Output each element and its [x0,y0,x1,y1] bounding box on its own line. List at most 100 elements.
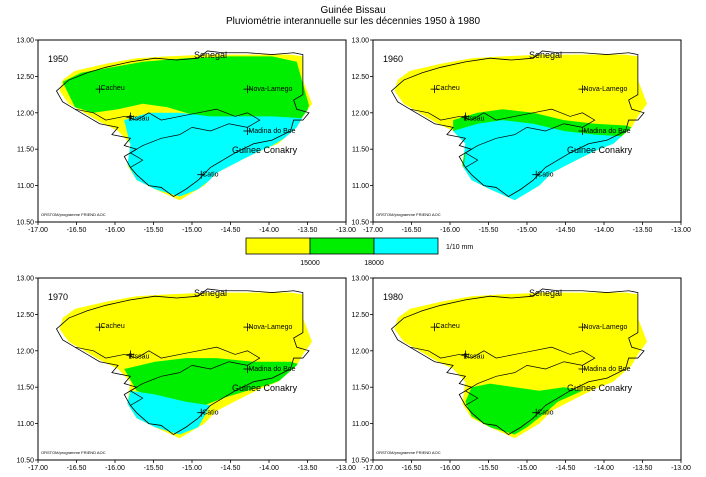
x-tick-label: -13.50 [633,465,653,472]
legend-swatch [245,237,311,255]
zone-cyan [127,390,211,435]
x-tick-label: -15.50 [144,227,164,234]
place-label-nova-lamego: Nova-Lamego [248,324,292,331]
x-tick-label: -16.00 [105,465,125,472]
y-tick-label: 13.00 [16,38,34,45]
coastline [410,109,595,167]
y-tick-label: 10.50 [351,458,369,465]
x-tick-label: -14.00 [594,227,614,234]
panel-year-label: 1980 [383,292,403,302]
y-tick-label: 10.50 [16,220,34,227]
x-tick-label: -14.50 [556,465,576,472]
x-tick-label: -13.00 [671,227,691,234]
place-label-senegal: Senegal [529,50,562,60]
credit-text: ORSTOM/programme FRIEND AOC [376,212,441,217]
y-tick-label: 12.00 [351,110,369,117]
place-label-catio: Catio [202,172,218,179]
legend-swatch [373,237,439,255]
map-panel-1950: -17.00 -16.50 -16.00 -15.50 -15.00 -14.50 -14.… [16,38,356,235]
credit-text: ORSTOM/programme FRIEND AOC [41,212,106,217]
place-label-nova-lamego: Nova-Lamego [583,324,627,331]
y-tick-label: 12.50 [351,74,369,81]
legend: 15000 18000 1/10 mm [245,237,473,267]
place-label-bissau: Bissau [128,115,149,122]
zone-green [62,56,309,128]
x-tick-label: -14.00 [259,227,279,234]
x-tick-label: -14.00 [594,465,614,472]
y-tick-label: 11.00 [352,421,369,428]
country-border [391,51,644,197]
panel-year-label: 1960 [383,54,403,64]
x-tick-label: -15.50 [479,227,499,234]
legend-threshold-label: 18000 [364,260,384,267]
legend-threshold-label: 15000 [300,260,320,267]
y-tick-label: 12.50 [351,312,369,319]
zone-cyan [124,112,303,197]
place-label-madina-do-boe: Madina do Boe [248,128,295,135]
y-tick-label: 10.50 [16,458,34,465]
x-tick-label: -14.50 [221,227,241,234]
x-tick-label: -17.00 [363,227,383,234]
place-label-bissau: Bissau [463,115,484,122]
coastline [75,347,260,405]
x-tick-label: -16.50 [402,227,422,234]
x-tick-label: -17.00 [363,465,383,472]
y-tick-label: 11.50 [352,147,369,154]
x-tick-label: -13.00 [671,465,691,472]
y-tick-label: 11.00 [17,421,34,428]
place-label-cacheu: Cacheu [436,85,460,92]
legend-swatch [309,237,375,255]
x-tick-label: -13.00 [336,465,356,472]
coastline [75,109,260,167]
x-tick-label: -15.50 [479,465,499,472]
y-tick-label: 11.50 [17,385,34,392]
place-label-senegal: Senegal [194,288,227,298]
place-label-nova-lamego: Nova-Lamego [248,86,292,93]
place-label-bissau: Bissau [128,353,149,360]
zone-yellow [394,292,648,439]
y-tick-label: 12.50 [16,312,34,319]
credit-text: ORSTOM/programme FRIEND AOC [41,450,106,455]
y-tick-label: 11.00 [352,183,369,190]
panel-year-label: 1970 [48,292,68,302]
place-label-senegal: Senegal [194,50,227,60]
x-tick-label: -15.00 [517,227,537,234]
place-label-cacheu: Cacheu [436,323,460,330]
x-tick-label: -16.00 [105,227,125,234]
place-label-cacheu: Cacheu [101,85,125,92]
place-label-guinee-conakry: Guinee Conakry [567,145,633,155]
credit-text: ORSTOM/programme FRIEND AOC [376,450,441,455]
x-tick-label: -16.50 [67,227,87,234]
y-tick-label: 13.00 [16,276,34,283]
place-label-madina-do-boe: Madina do Boe [583,366,630,373]
place-label-senegal: Senegal [529,288,562,298]
coastline [410,347,595,405]
map-subtitle: Pluviométrie interannuelle sur les décen… [225,16,481,27]
place-label-guinee-conakry: Guinee Conakry [567,383,633,393]
y-tick-label: 10.50 [351,220,369,227]
country-border [56,289,309,435]
place-label-madina-do-boe: Madina do Boe [583,128,630,135]
y-tick-label: 12.00 [16,348,34,355]
rainfall-zones [59,292,313,439]
y-tick-label: 11.00 [17,183,34,190]
x-tick-label: -14.50 [221,465,241,472]
x-tick-label: -13.50 [633,227,653,234]
rainfall-zones [394,292,648,439]
x-tick-label: -16.50 [67,465,87,472]
rainfall-zones [59,54,313,201]
map-title: Guinée Bissau [320,5,386,16]
zone-green [465,383,583,435]
map-panel-1960: -17.00 -16.50 -16.00 -15.50 -15.00 -14.50 -14.… [351,38,691,235]
y-tick-label: 11.50 [352,385,369,392]
x-tick-label: -16.00 [440,465,460,472]
y-tick-label: 13.00 [351,38,369,45]
place-label-cacheu: Cacheu [101,323,125,330]
zone-cyan [453,120,632,201]
legend-unit-label: 1/10 mm [446,244,473,251]
place-label-guinee-conakry: Guinee Conakry [232,383,298,393]
x-tick-label: -17.00 [28,227,48,234]
place-label-catio: Catio [537,410,553,417]
x-tick-label: -16.50 [402,465,422,472]
